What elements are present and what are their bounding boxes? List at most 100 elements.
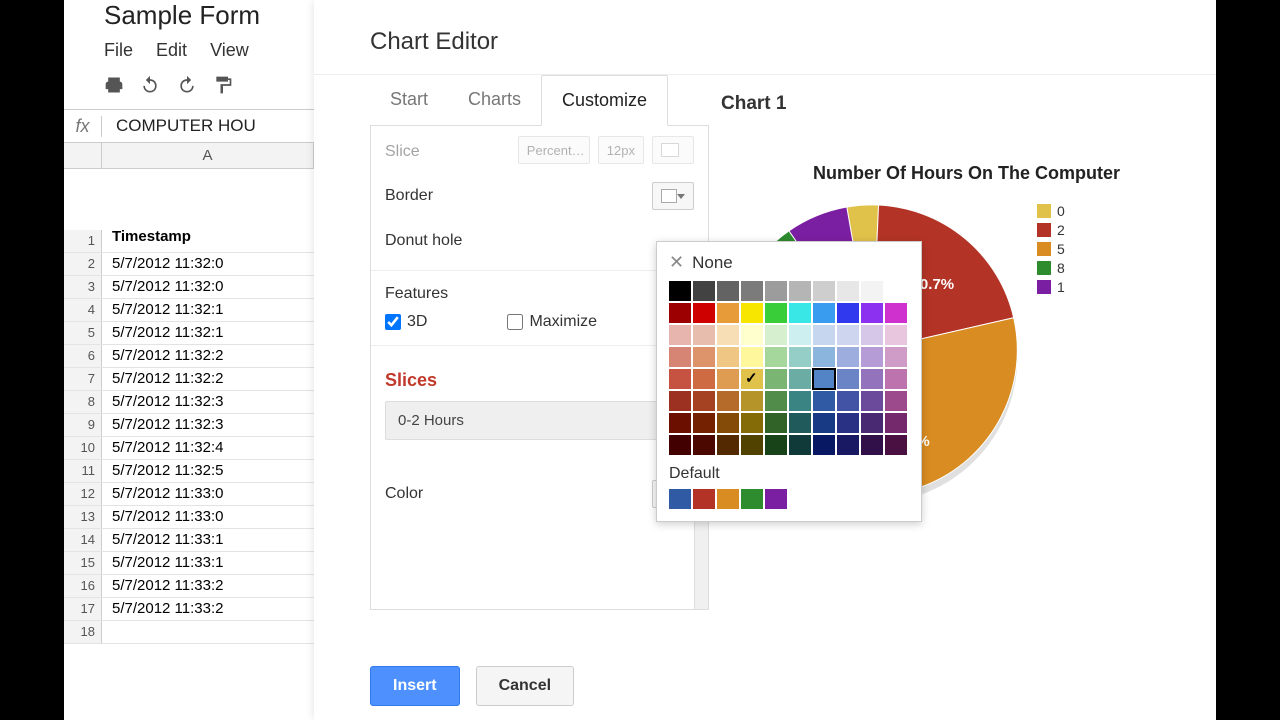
color-swatch[interactable] [765,325,787,345]
table-row[interactable]: 105/7/2012 11:32:4 [64,437,314,460]
color-swatch[interactable] [765,369,787,389]
fx-value[interactable]: COMPUTER HOU [102,116,256,136]
color-swatch[interactable] [885,347,907,367]
color-swatch[interactable] [669,303,691,323]
color-swatch[interactable] [765,303,787,323]
color-swatch[interactable] [717,325,739,345]
table-row[interactable]: 145/7/2012 11:33:1 [64,529,314,552]
undo-icon[interactable] [140,75,160,95]
selected-slice-dropdown[interactable]: 0-2 Hours [385,401,694,440]
slice-mode-dropdown[interactable]: Percent… [518,136,590,164]
default-color-swatch[interactable] [717,489,739,509]
color-swatch[interactable] [789,347,811,367]
color-none-option[interactable]: ✕ None [669,252,909,273]
color-swatch[interactable] [885,413,907,433]
menu-view[interactable]: View [210,40,249,60]
color-swatch[interactable] [789,413,811,433]
color-swatch[interactable] [669,391,691,411]
color-swatch[interactable] [837,303,859,323]
color-swatch[interactable] [717,413,739,433]
color-swatch[interactable] [861,413,883,433]
feature-maximize-checkbox[interactable]: Maximize [507,313,597,331]
color-swatch[interactable] [693,413,715,433]
color-swatch[interactable] [885,391,907,411]
color-swatch[interactable] [861,391,883,411]
color-swatch[interactable] [693,281,715,301]
color-swatch[interactable] [693,435,715,455]
tab-start[interactable]: Start [370,75,448,125]
table-row[interactable]: 25/7/2012 11:32:0 [64,253,314,276]
color-swatch[interactable] [813,303,835,323]
color-swatch[interactable] [717,281,739,301]
cancel-button[interactable]: Cancel [476,666,574,706]
table-row[interactable]: 125/7/2012 11:33:0 [64,483,314,506]
color-swatch[interactable] [693,303,715,323]
color-swatch[interactable] [861,369,883,389]
color-swatch[interactable] [669,325,691,345]
table-row[interactable]: 65/7/2012 11:32:2 [64,345,314,368]
color-swatch[interactable] [741,369,763,389]
color-swatch[interactable] [717,347,739,367]
default-color-swatch[interactable] [693,489,715,509]
table-row[interactable]: 85/7/2012 11:32:3 [64,391,314,414]
color-swatch[interactable] [813,347,835,367]
color-swatch[interactable] [885,435,907,455]
table-row[interactable]: 18 [64,621,314,644]
color-swatch[interactable] [813,391,835,411]
color-swatch[interactable] [669,413,691,433]
border-color-button[interactable] [652,182,694,210]
color-swatch[interactable] [837,369,859,389]
color-swatch[interactable] [741,435,763,455]
color-swatch[interactable] [885,303,907,323]
color-swatch[interactable] [741,325,763,345]
color-swatch[interactable] [741,347,763,367]
color-swatch[interactable] [861,303,883,323]
color-swatch[interactable] [693,391,715,411]
color-swatch[interactable] [693,325,715,345]
color-swatch[interactable] [813,325,835,345]
table-row[interactable]: 95/7/2012 11:32:3 [64,414,314,437]
color-swatch[interactable] [837,281,859,301]
color-swatch[interactable] [741,413,763,433]
color-swatch[interactable] [837,347,859,367]
table-row[interactable]: 175/7/2012 11:33:2 [64,598,314,621]
menu-edit[interactable]: Edit [156,40,187,60]
color-swatch[interactable] [861,435,883,455]
color-swatch[interactable] [813,369,835,389]
menu-file[interactable]: File [104,40,133,60]
insert-button[interactable]: Insert [370,666,460,706]
color-swatch[interactable] [813,281,835,301]
color-swatch[interactable] [789,435,811,455]
table-row[interactable]: 45/7/2012 11:32:1 [64,299,314,322]
table-row[interactable]: 115/7/2012 11:32:5 [64,460,314,483]
tab-customize[interactable]: Customize [541,75,668,126]
color-swatch[interactable] [669,435,691,455]
column-header-a[interactable]: A [102,143,314,168]
color-swatch[interactable] [789,281,811,301]
color-swatch[interactable] [837,435,859,455]
color-swatch[interactable] [837,413,859,433]
color-swatch[interactable] [717,369,739,389]
table-row[interactable]: 155/7/2012 11:33:1 [64,552,314,575]
color-swatch[interactable] [717,435,739,455]
color-swatch[interactable] [813,413,835,433]
color-swatch[interactable] [789,303,811,323]
color-swatch[interactable] [885,281,907,301]
color-swatch[interactable] [693,369,715,389]
color-swatch[interactable] [765,391,787,411]
color-swatch[interactable] [741,281,763,301]
print-icon[interactable] [104,75,124,95]
feature-3d-checkbox[interactable]: 3D [385,313,427,331]
color-swatch[interactable] [693,347,715,367]
color-swatch[interactable] [885,325,907,345]
color-swatch[interactable] [717,391,739,411]
redo-icon[interactable] [177,75,197,95]
color-swatch[interactable] [789,369,811,389]
color-swatch[interactable] [789,325,811,345]
color-swatch[interactable] [813,435,835,455]
color-swatch[interactable] [789,391,811,411]
table-row[interactable]: 135/7/2012 11:33:0 [64,506,314,529]
default-color-swatch[interactable] [765,489,787,509]
color-swatch[interactable] [669,347,691,367]
table-row[interactable]: 75/7/2012 11:32:2 [64,368,314,391]
